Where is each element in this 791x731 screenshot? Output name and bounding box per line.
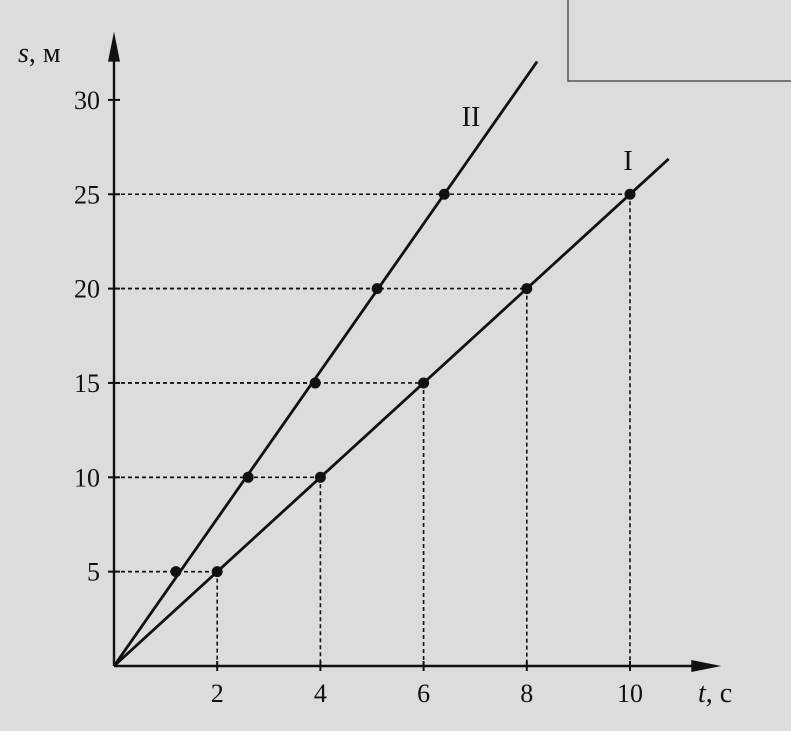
series-lines [112, 60, 670, 668]
data-points [170, 188, 636, 578]
x-tick-label: 6 [417, 679, 430, 708]
series-line-i [113, 157, 670, 668]
data-point [314, 471, 326, 483]
y-tick-label: 30 [74, 86, 100, 115]
x-axis-arrow [691, 660, 722, 672]
x-tick-label: 10 [617, 679, 643, 708]
data-point [242, 471, 254, 483]
axes [108, 31, 722, 672]
x-tick-label: 4 [314, 679, 327, 708]
series-label-i: I [623, 146, 632, 177]
data-point [211, 566, 223, 578]
y-tick-label: 25 [74, 180, 100, 209]
data-point [418, 377, 430, 389]
inset-frame [567, 0, 791, 82]
guide-lines [114, 193, 631, 666]
y-tick-label: 10 [74, 463, 100, 492]
x-tick-label: 8 [520, 679, 533, 708]
y-axis-title: s, м [18, 38, 61, 69]
series-label-ii: II [462, 102, 481, 133]
series-line-ii [112, 60, 539, 667]
x-axis-title: t, с [698, 678, 732, 709]
data-point [371, 283, 383, 295]
data-point [438, 188, 450, 200]
data-point [170, 566, 182, 578]
y-tick-label: 15 [74, 369, 100, 398]
data-point [521, 283, 533, 295]
y-axis-arrow [108, 31, 120, 62]
data-point [624, 188, 636, 200]
data-point [309, 377, 321, 389]
y-tick-label: 20 [74, 275, 100, 304]
x-tick-label: 2 [211, 679, 224, 708]
y-tick-label: 5 [87, 558, 100, 587]
